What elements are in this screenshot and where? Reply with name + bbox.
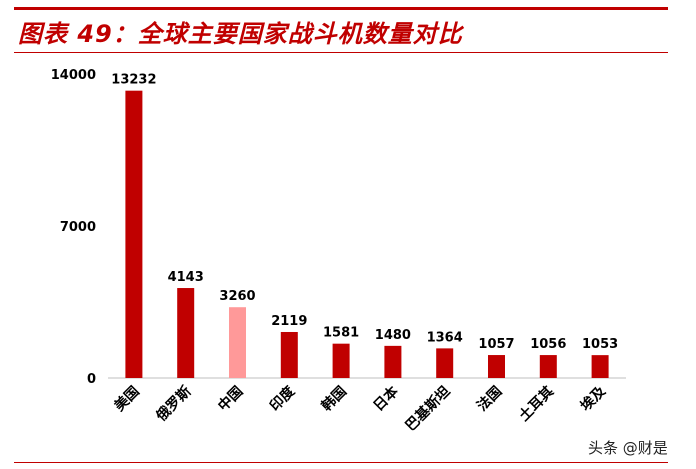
category-label: 巴基斯坦 (402, 383, 454, 435)
bars-group (125, 90, 609, 378)
bar-value-label: 1581 (323, 326, 359, 341)
bar-value-label: 1480 (375, 328, 411, 343)
bar (591, 355, 609, 378)
bar-value-label: 1053 (582, 337, 618, 352)
bottom-rule (14, 462, 668, 463)
bar (229, 307, 246, 378)
bar-value-label: 1364 (427, 330, 463, 345)
watermark: 头条 @财是 (588, 439, 668, 457)
bar-value-label: 4143 (168, 270, 204, 285)
category-label: 美国 (111, 383, 143, 415)
category-label: 埃及 (577, 382, 610, 415)
category-label: 中国 (215, 383, 247, 415)
value-labels-group: 13232 4143 3260 2119 1581 1480 1364 1057 1056 105… (111, 73, 618, 352)
category-labels-group: 美国 俄罗斯 中国 印度 韩国 日本 巴基斯坦 法国 土耳其 埃及 (111, 382, 610, 434)
y-tick-label: 0 (87, 372, 96, 387)
figure-title: 图表 49：全球主要国家战斗机数量对比 (18, 20, 463, 48)
y-tick-label: 7000 (60, 220, 96, 235)
bar (332, 343, 350, 378)
top-rule (14, 7, 668, 10)
bar-value-label: 1056 (530, 337, 566, 352)
y-tick-label: 14000 (51, 68, 96, 83)
category-label: 俄罗斯 (152, 383, 194, 425)
y-axis-ticks: 0 7000 14000 (51, 68, 96, 387)
title-rule (14, 52, 668, 53)
bar (125, 90, 143, 378)
bar (280, 331, 298, 378)
category-label: 印度 (266, 382, 299, 415)
bar-value-label: 3260 (219, 289, 255, 304)
bar (539, 355, 557, 378)
category-label: 日本 (370, 382, 403, 415)
bar-value-label: 13232 (111, 73, 156, 88)
bar (384, 345, 402, 378)
bar (436, 348, 454, 378)
bar-value-label: 1057 (478, 337, 514, 352)
bar (177, 288, 195, 378)
category-label: 韩国 (318, 383, 350, 415)
bar (488, 355, 505, 378)
category-label: 法国 (474, 383, 506, 415)
category-label: 土耳其 (515, 383, 557, 425)
bar-value-label: 2119 (271, 314, 307, 329)
